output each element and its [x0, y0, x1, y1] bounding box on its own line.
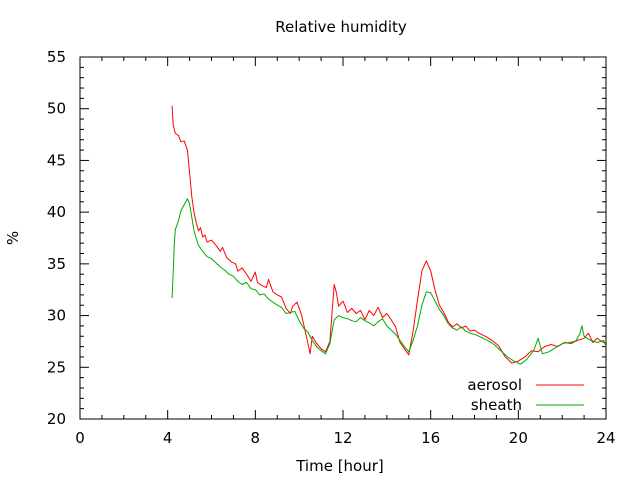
y-tick-label: 55	[47, 48, 66, 66]
x-tick-label: 24	[596, 429, 615, 447]
x-tick-label: 20	[509, 429, 528, 447]
y-tick-label: 40	[47, 203, 66, 221]
x-tick-label: 4	[163, 429, 173, 447]
x-tick-label: 16	[421, 429, 440, 447]
x-axis-label: Time [hour]	[295, 457, 384, 475]
y-axis-label: %	[4, 231, 22, 245]
chart-title: Relative humidity	[275, 18, 407, 36]
y-tick-label: 25	[47, 358, 66, 376]
legend-label-sheath: sheath	[471, 396, 522, 414]
series-line-sheath	[171, 198, 607, 365]
y-tick-label: 50	[47, 100, 66, 118]
y-tick-label: 35	[47, 255, 66, 273]
series-line-aerosol	[171, 105, 607, 364]
x-tick-label: 0	[75, 429, 85, 447]
y-tick-label: 20	[47, 410, 66, 428]
legend: aerosol sheath	[467, 376, 584, 414]
legend-label-aerosol: aerosol	[467, 376, 522, 394]
x-tick-label: 8	[251, 429, 261, 447]
y-tick-label: 45	[47, 151, 66, 169]
axis-ticks: 0 4 8 12 16 20 24 20 25 30 35 40 45 50 55	[47, 48, 616, 447]
x-tick-label: 12	[333, 429, 352, 447]
data-series	[171, 105, 607, 365]
y-tick-label: 30	[47, 307, 66, 325]
